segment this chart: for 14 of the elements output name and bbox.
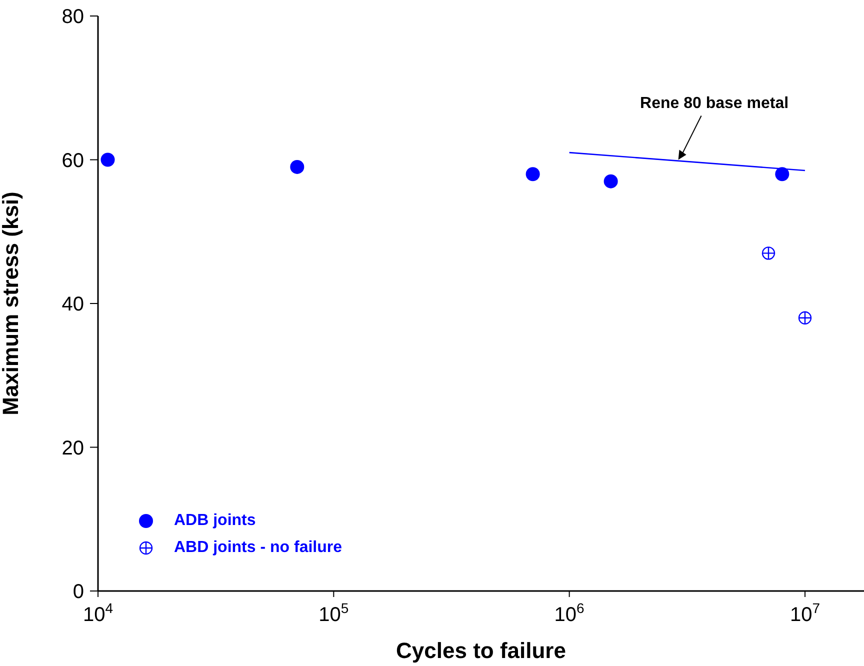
y-tick-label: 0: [72, 581, 84, 603]
x-tick-label: 10$^{6}$: [554, 600, 585, 626]
x-tick-label: 10$^{5}$: [318, 600, 349, 626]
y-tick-label: 20: [62, 437, 84, 460]
x-tick-label: 10$^{4}$: [82, 600, 114, 626]
y-axis-title: Maximum stress (ksi): [0, 192, 23, 416]
annotation: Rene 80 base metal: [640, 94, 789, 112]
legend-label: ADB joints: [174, 512, 256, 530]
y-tick-label: 80: [62, 6, 84, 28]
y-tick-label: 40: [62, 294, 84, 316]
x-tick-label: 10$^{7}$: [790, 600, 820, 626]
y-tick-label: 60: [62, 150, 84, 172]
legend-label: ABD joints - no failure: [174, 538, 342, 556]
x-axis-title: Cycles to failure: [396, 638, 566, 663]
